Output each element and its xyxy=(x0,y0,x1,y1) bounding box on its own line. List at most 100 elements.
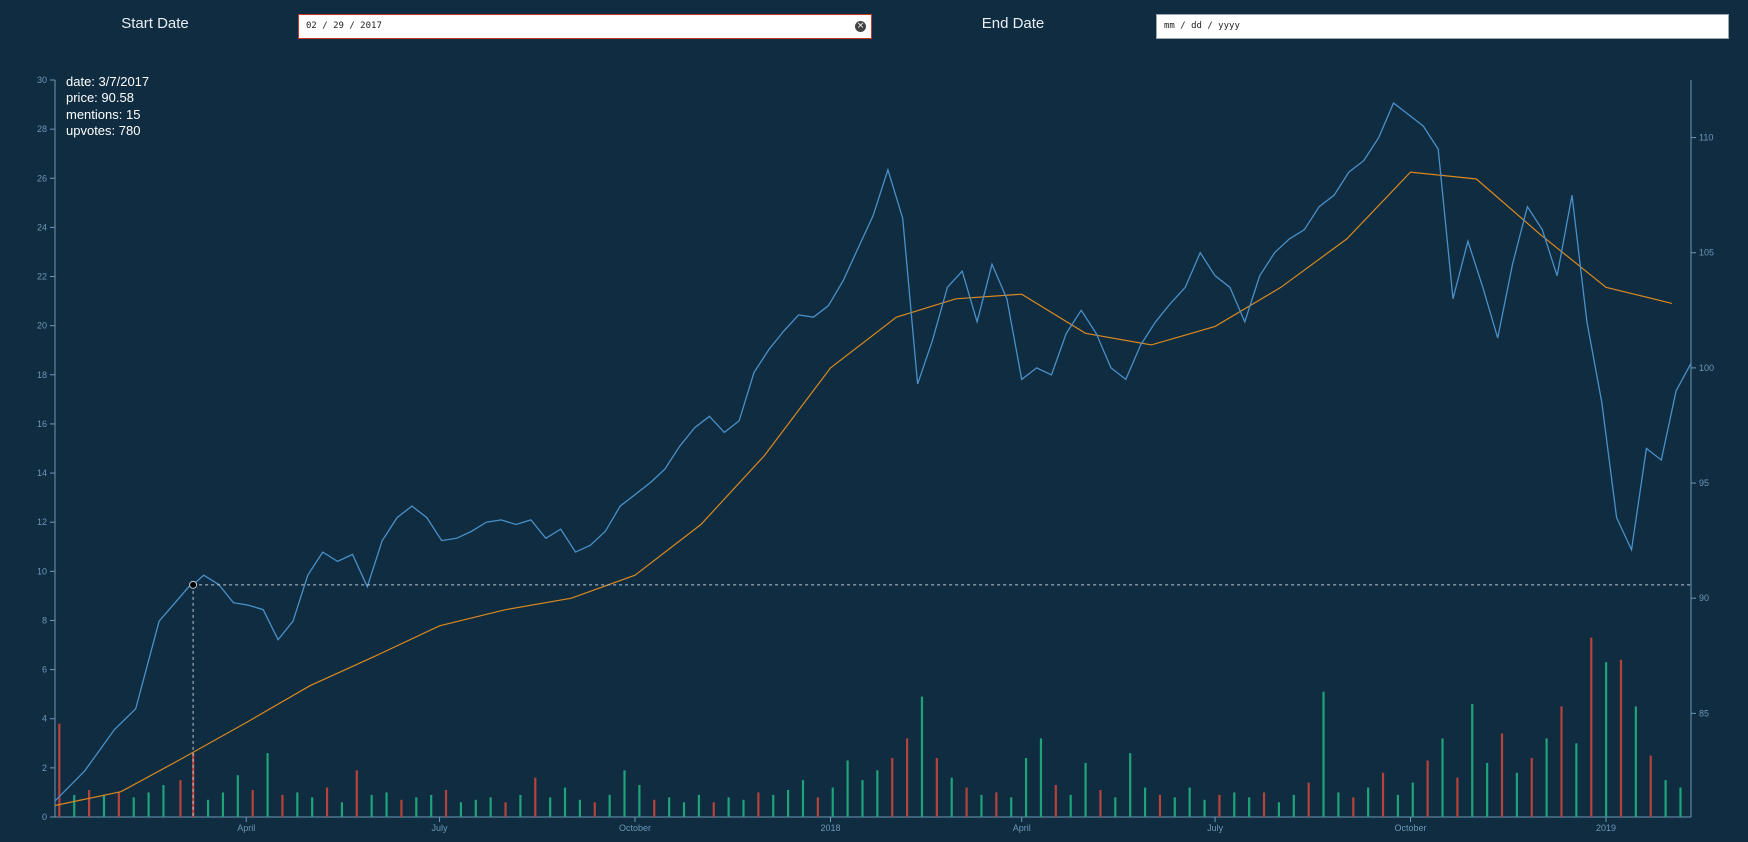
volume-bar xyxy=(1143,787,1147,817)
volume-bar xyxy=(504,802,507,817)
volume-bar xyxy=(1337,792,1340,817)
volume-bar xyxy=(965,787,968,817)
left-axis-tick-label: 12 xyxy=(37,517,47,527)
start-date-value: 02 / 29 / 2017 xyxy=(306,21,382,31)
volume-bar xyxy=(355,770,358,817)
volume-bar xyxy=(1084,762,1087,817)
volume-bar xyxy=(1396,794,1399,817)
right-axis-tick-label: 100 xyxy=(1699,363,1714,373)
clear-icon[interactable]: × xyxy=(855,21,866,32)
x-axis-tick-label: April xyxy=(1013,823,1031,833)
volume-bar xyxy=(876,770,879,817)
volume-bar xyxy=(1500,733,1504,817)
volume-bar xyxy=(1486,762,1489,817)
left-axis-tick-label: 0 xyxy=(42,812,47,822)
volume-bar xyxy=(1322,691,1325,817)
volume-bar xyxy=(1367,787,1370,817)
volume-bar xyxy=(132,797,135,817)
tooltip-date: date: 3/7/2017 xyxy=(66,74,150,89)
volume-bar xyxy=(206,799,210,817)
volume-bar xyxy=(296,792,299,817)
volume-bar xyxy=(1679,787,1682,817)
volume-bar xyxy=(1575,743,1578,817)
volume-bar xyxy=(1605,662,1608,817)
volume-bar xyxy=(563,787,567,817)
volume-bar xyxy=(608,794,611,817)
left-axis-tick-label: 20 xyxy=(37,321,47,331)
volume-bar xyxy=(950,777,953,817)
left-axis-tick-label: 8 xyxy=(42,615,47,625)
volume-bar xyxy=(1664,780,1667,817)
volume-bar xyxy=(430,794,433,817)
volume-bar xyxy=(638,785,641,817)
volume-bar xyxy=(400,799,403,817)
volume-bar xyxy=(831,787,834,817)
volume-bar xyxy=(995,792,998,817)
volume-bar xyxy=(87,789,91,817)
volume-bar xyxy=(653,799,656,817)
volume-bar xyxy=(325,787,329,817)
volume-bar xyxy=(1530,758,1533,817)
crosshair-point xyxy=(189,580,198,589)
volume-bar xyxy=(593,802,596,817)
volume-bar xyxy=(281,794,284,817)
volume-bar xyxy=(1352,797,1355,817)
volume-bar xyxy=(1069,794,1072,817)
volume-bar xyxy=(221,792,225,817)
moving-average-line xyxy=(54,171,1673,807)
volume-bar xyxy=(1129,753,1132,817)
volume-bar xyxy=(1277,802,1281,817)
volume-bar xyxy=(1515,772,1518,817)
volume-bar xyxy=(385,792,388,817)
volume-bar xyxy=(1099,789,1102,817)
right-axis-tick-label: 110 xyxy=(1699,133,1713,143)
volume-bar xyxy=(117,792,120,817)
volume-bar xyxy=(578,799,581,817)
left-axis-tick-label: 18 xyxy=(37,370,47,380)
volume-bar xyxy=(980,794,983,817)
volume-bar xyxy=(623,770,626,817)
left-axis-tick-label: 14 xyxy=(37,468,47,478)
x-axis-tick-label: October xyxy=(1395,823,1427,833)
right-axis-tick-label: 105 xyxy=(1699,248,1714,258)
left-axis-tick-label: 22 xyxy=(37,272,47,282)
volume-bar xyxy=(1010,797,1013,817)
volume-bar xyxy=(311,797,314,817)
volume-bar xyxy=(474,799,477,817)
end-date-input[interactable]: mm / dd / yyyy xyxy=(1156,14,1729,39)
start-date-input[interactable]: 02 / 29 / 2017 × xyxy=(298,14,872,39)
left-axis-tick-label: 24 xyxy=(37,222,47,232)
volume-bar xyxy=(742,799,745,817)
volume-bar xyxy=(1590,637,1593,817)
volume-bar xyxy=(905,738,909,817)
left-axis-tick-label: 16 xyxy=(37,419,47,429)
x-axis-tick-label: July xyxy=(1207,823,1224,833)
volume-bar xyxy=(1024,758,1028,817)
volume-bar xyxy=(787,789,790,817)
volume-bar xyxy=(920,696,924,817)
volume-bar xyxy=(712,802,715,817)
volume-bar xyxy=(846,760,849,817)
volume-bar xyxy=(1471,703,1474,817)
volume-bar xyxy=(1262,792,1266,817)
volume-bar xyxy=(102,794,106,817)
left-axis-tick-label: 6 xyxy=(42,665,47,675)
volume-bar xyxy=(697,794,700,817)
tooltip-price: price: 90.58 xyxy=(66,90,134,106)
volume-bar xyxy=(179,780,182,817)
x-axis-tick-label: July xyxy=(432,823,449,833)
volume-bar xyxy=(1173,797,1176,817)
volume-bar xyxy=(1560,706,1563,817)
volume-bar xyxy=(519,794,522,817)
volume-bar xyxy=(1114,797,1117,817)
volume-bar xyxy=(1441,738,1444,817)
volume-bar xyxy=(816,797,819,817)
left-axis-tick-label: 10 xyxy=(37,566,47,576)
volume-bar xyxy=(1545,738,1548,817)
volume-bar xyxy=(1426,760,1429,817)
volume-bar xyxy=(489,797,492,817)
volume-bar xyxy=(1233,792,1236,817)
end-date-placeholder: mm / dd / yyyy xyxy=(1164,21,1240,31)
left-axis-tick-label: 26 xyxy=(37,173,47,183)
